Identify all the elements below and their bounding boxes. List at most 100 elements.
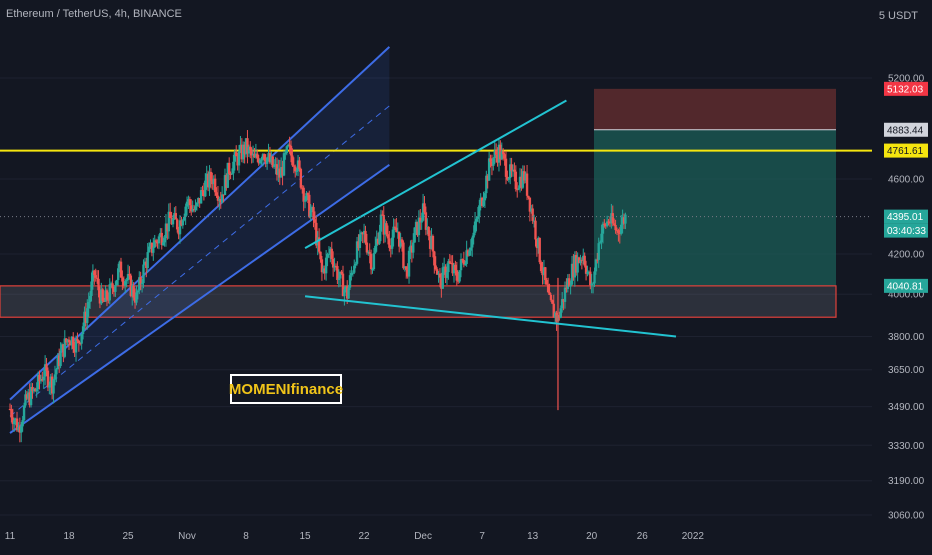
candle-body [97, 278, 100, 291]
candle-body [573, 255, 577, 278]
candle-body [135, 292, 138, 303]
candle-body [55, 369, 58, 375]
candle-body [197, 198, 200, 203]
candle-body [514, 171, 518, 190]
candle-body [560, 299, 564, 309]
candle-body [448, 261, 451, 263]
candle-body [292, 165, 296, 167]
candle-body [177, 229, 180, 235]
candle-body [312, 207, 315, 220]
candle-body [538, 237, 541, 263]
candle-body [46, 370, 50, 388]
x-tick-label: Dec [414, 531, 432, 542]
candle-body [57, 355, 61, 367]
candle-body [77, 340, 81, 344]
candle-body [253, 153, 256, 158]
candle-body [476, 216, 480, 219]
candle-body [580, 259, 584, 261]
candle-body [209, 171, 213, 181]
candle-body [468, 250, 471, 256]
candle-body [91, 270, 95, 282]
candle-body [589, 271, 592, 286]
candle-body [226, 162, 229, 188]
candle-body [281, 167, 284, 176]
price-tag-label: 03:40:33 [887, 226, 926, 237]
candle-body [447, 261, 450, 273]
stop-zone [594, 88, 836, 130]
candle-body [90, 281, 93, 296]
x-tick-label: 20 [586, 531, 598, 542]
candle-body [327, 253, 331, 255]
candle-body [80, 334, 83, 344]
x-tick-label: 2022 [682, 531, 705, 542]
candle-body [111, 283, 114, 289]
x-tick-label: 22 [359, 531, 371, 542]
candle-body [69, 342, 72, 346]
candle-body [143, 261, 147, 265]
candle-body [178, 220, 182, 235]
candle-body [598, 242, 602, 244]
candle-body [462, 260, 466, 265]
candle-body [457, 280, 460, 282]
candle-body [268, 153, 272, 163]
candle-body [132, 285, 135, 298]
candle-body [412, 242, 415, 253]
candle-body [317, 237, 321, 252]
candle-body [174, 213, 177, 220]
candle-body [65, 338, 68, 343]
candle-body [118, 261, 121, 269]
candle-body [596, 259, 599, 261]
candle-body [486, 175, 489, 181]
y-tick-label: 5200.00 [888, 74, 925, 85]
candle-body [219, 199, 222, 203]
candle-body [392, 226, 395, 238]
candle-body [159, 232, 162, 237]
candle-body [478, 205, 481, 217]
candle-body [396, 231, 399, 233]
candle-body [70, 336, 74, 346]
candle-body [367, 252, 370, 254]
candle-body [309, 210, 312, 218]
candle-body [347, 287, 350, 299]
candle-body [310, 207, 314, 211]
x-tick-label: 18 [63, 531, 75, 542]
candle-body [149, 242, 152, 247]
price-tag-label: 4040.81 [887, 281, 924, 292]
candle-body [614, 224, 617, 231]
candle-body [358, 234, 362, 249]
candle-body [341, 273, 345, 297]
candle-body [107, 299, 110, 301]
candle-body [66, 339, 69, 343]
candle-body [464, 263, 467, 265]
candle-body [417, 217, 421, 236]
price-tag-countdown [884, 223, 928, 238]
candle-body [171, 218, 175, 225]
candle-body [313, 219, 317, 223]
candle-body [608, 221, 612, 224]
price-tag-label: 4883.44 [887, 125, 924, 136]
candle-body [145, 261, 148, 269]
candle-body [294, 166, 297, 172]
candle-body [100, 289, 103, 304]
candle-body [41, 379, 44, 381]
candle-body [59, 350, 62, 367]
candle-body [109, 283, 113, 285]
candle-body [52, 379, 55, 394]
candle-body [124, 281, 127, 286]
candle-body [22, 405, 26, 421]
candle-body [544, 267, 547, 280]
candle-body [230, 173, 234, 175]
candle-body [586, 271, 589, 274]
candle-body [461, 259, 464, 261]
candle-body [374, 245, 377, 254]
candle-body [199, 190, 203, 204]
y-tick-label: 3330.00 [888, 441, 925, 452]
candle-body [263, 154, 266, 160]
candle-body [428, 236, 432, 249]
candle-body [444, 266, 447, 278]
x-tick-label: 25 [122, 531, 134, 542]
y-tick-label: 3060.00 [888, 511, 925, 522]
candle-body [496, 154, 499, 163]
